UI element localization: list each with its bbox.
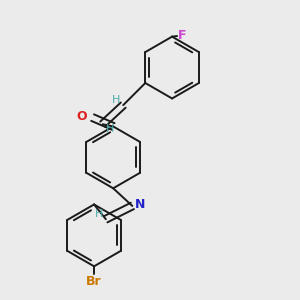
Text: H: H [112, 95, 120, 105]
Text: F: F [177, 29, 186, 42]
Text: Br: Br [86, 275, 102, 288]
Text: H: H [106, 124, 114, 134]
Text: O: O [77, 110, 87, 123]
Text: N: N [135, 198, 145, 211]
Text: H: H [95, 209, 103, 219]
